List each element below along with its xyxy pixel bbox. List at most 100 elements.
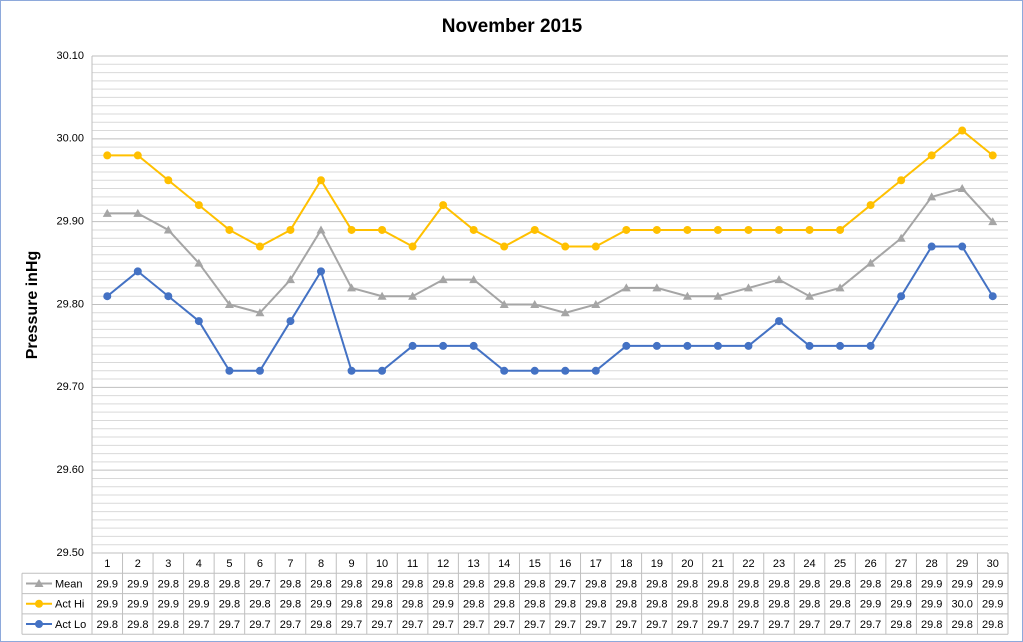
table-cell: 29.8 (768, 578, 789, 590)
marker (317, 176, 325, 185)
marker (164, 292, 173, 301)
marker (133, 151, 142, 160)
x-tick-label: 5 (226, 558, 232, 570)
x-tick-label: 23 (773, 558, 785, 570)
x-tick-label: 6 (257, 558, 263, 570)
x-tick-label: 20 (681, 558, 693, 570)
table-cell: 29.7 (524, 619, 545, 631)
marker (499, 300, 509, 308)
table-cell: 29.8 (799, 599, 820, 611)
marker (438, 275, 448, 284)
legend-label: Act Lo (55, 619, 86, 631)
marker (225, 366, 234, 375)
x-tick-label: 29 (956, 558, 968, 570)
marker (774, 275, 784, 284)
x-tick-label: 25 (834, 558, 846, 570)
marker (255, 366, 264, 375)
table-cell: 29.8 (158, 578, 179, 590)
table-cell: 29.8 (707, 599, 728, 611)
marker (439, 201, 448, 210)
x-tick-label: 13 (468, 558, 480, 570)
marker (743, 283, 753, 292)
y-tick-label: 29.50 (56, 547, 84, 559)
marker (285, 275, 295, 284)
table-cell: 29.7 (829, 619, 850, 631)
marker (988, 217, 998, 226)
x-tick-label: 16 (559, 558, 571, 570)
table-cell: 29.8 (890, 619, 911, 631)
marker (500, 242, 509, 251)
y-axis-label: Pressure inHg (24, 251, 41, 359)
marker (317, 267, 325, 276)
table-cell: 29.8 (585, 578, 606, 590)
x-tick-label: 4 (196, 558, 202, 570)
table-cell: 29.8 (738, 578, 759, 590)
x-tick-label: 30 (987, 558, 999, 570)
marker (652, 283, 662, 292)
table-cell: 29.8 (493, 578, 514, 590)
table-cell: 29.8 (463, 578, 484, 590)
marker (713, 225, 722, 234)
table-cell: 29.8 (829, 599, 850, 611)
marker (896, 233, 906, 242)
marker (683, 225, 692, 234)
marker (988, 292, 997, 301)
marker (194, 317, 203, 326)
table-cell: 29.9 (188, 599, 209, 611)
table-cell: 29.9 (951, 578, 972, 590)
table-cell: 29.8 (310, 619, 331, 631)
table-cell: 29.8 (341, 599, 362, 611)
table-cell: 29.8 (371, 599, 392, 611)
table-cell: 29.7 (585, 619, 606, 631)
table-cell: 29.8 (768, 599, 789, 611)
y-tick-label: 29.80 (56, 298, 84, 310)
series-line (107, 129, 994, 248)
table-cell: 29.8 (219, 599, 240, 611)
table-cell: 29.9 (432, 599, 453, 611)
marker (469, 275, 479, 284)
table-cell: 29.7 (555, 578, 576, 590)
x-tick-label: 11 (407, 558, 418, 570)
marker (103, 292, 112, 301)
marker (133, 267, 142, 276)
marker (439, 341, 448, 350)
table-cell: 29.8 (524, 578, 545, 590)
table-cell: 29.7 (188, 619, 209, 631)
marker (775, 225, 783, 234)
marker (194, 201, 203, 210)
marker (591, 242, 600, 251)
legend-marker (34, 578, 44, 587)
marker (561, 366, 570, 375)
table-cell: 29.8 (310, 578, 331, 590)
table-cell: 29.8 (646, 599, 667, 611)
x-tick-label: 12 (437, 558, 449, 570)
marker (652, 225, 661, 234)
series-line (106, 245, 994, 372)
table-cell: 29.8 (493, 599, 514, 611)
x-tick-label: 22 (742, 558, 754, 570)
table-cell: 29.7 (738, 619, 759, 631)
table-cell: 29.7 (799, 619, 820, 631)
table-cell: 29.8 (524, 599, 545, 611)
table-cell: 29.7 (463, 619, 484, 631)
marker (775, 317, 783, 326)
marker (958, 126, 967, 135)
table-cell: 29.8 (371, 578, 392, 590)
series-line (107, 187, 994, 314)
legend-label: Act Hi (55, 599, 84, 611)
y-tick-label: 29.90 (56, 216, 84, 228)
marker (744, 341, 753, 350)
table-cell: 29.9 (127, 599, 148, 611)
legend-marker (35, 599, 43, 608)
marker (133, 208, 143, 217)
table-cell: 29.7 (280, 619, 301, 631)
table-cell: 29.8 (97, 619, 118, 631)
y-tick-label: 30.10 (56, 50, 84, 62)
marker (836, 225, 845, 234)
table-cell: 29.9 (921, 578, 942, 590)
table-cell: 29.7 (555, 619, 576, 631)
x-tick-label: 27 (895, 558, 907, 570)
x-tick-label: 3 (165, 558, 171, 570)
x-tick-label: 1 (104, 558, 110, 570)
